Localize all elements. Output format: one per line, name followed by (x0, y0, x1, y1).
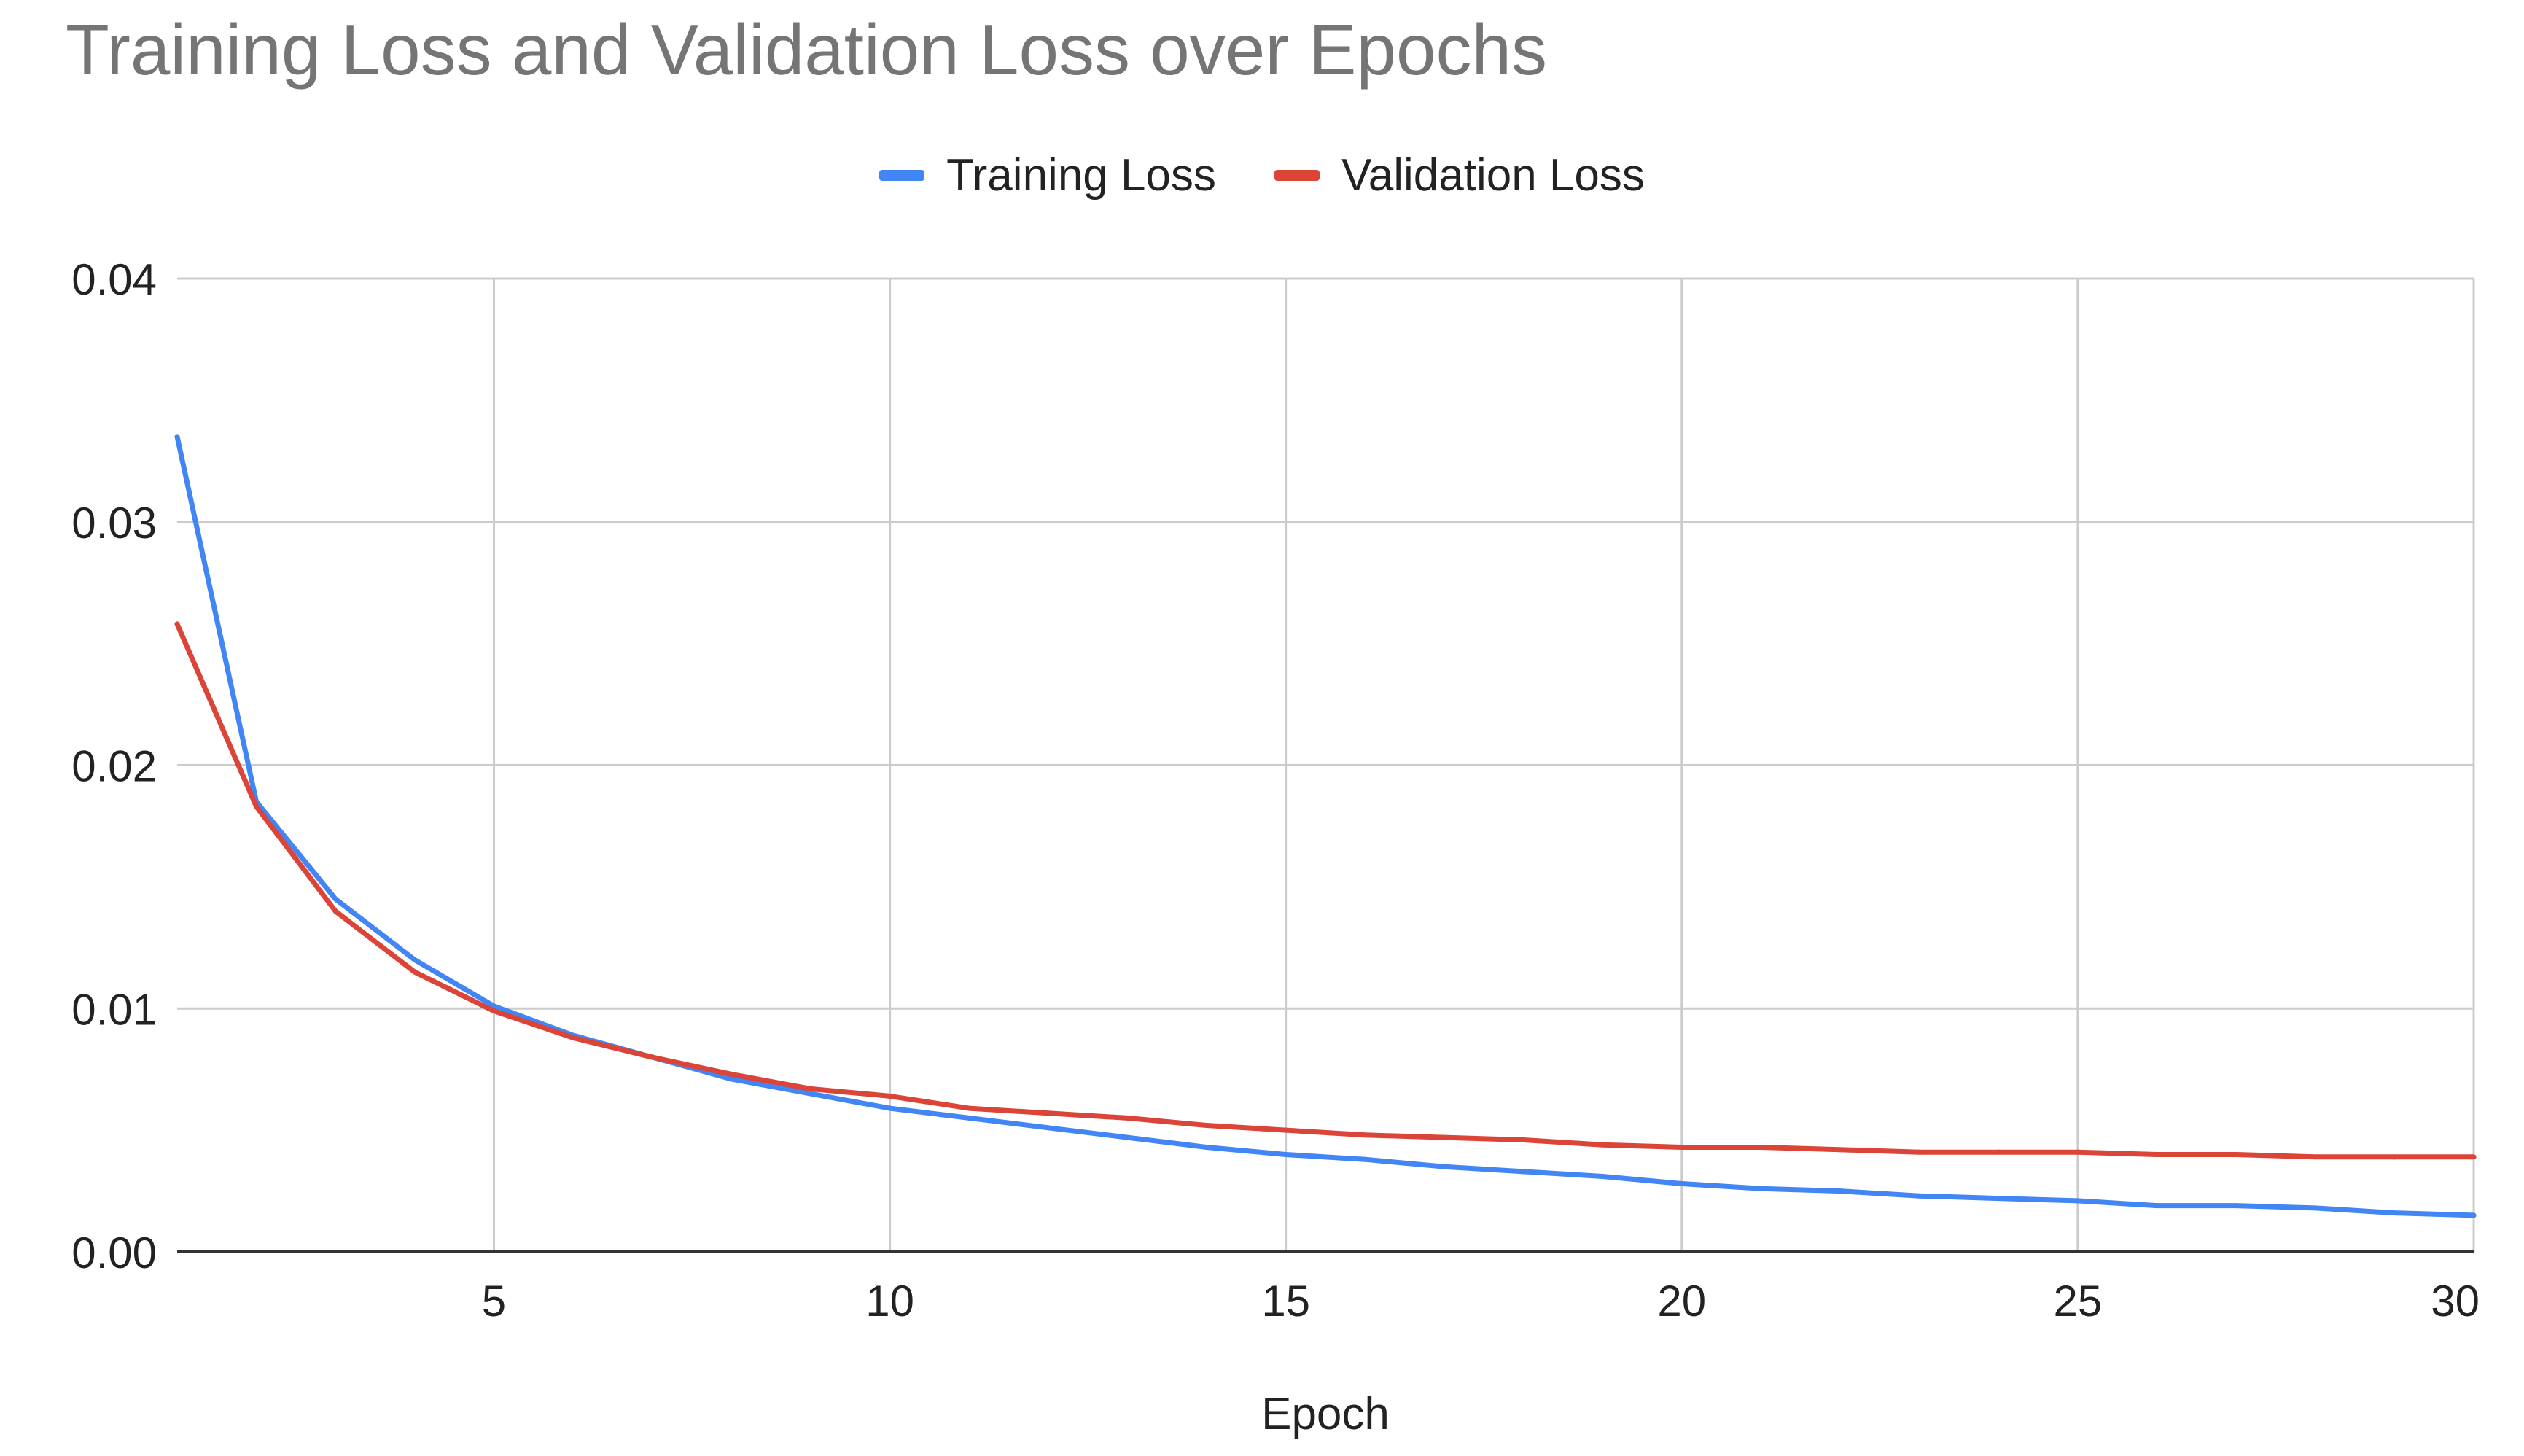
data-point-validation-loss (966, 1105, 972, 1111)
data-point-training-loss (1283, 1152, 1289, 1157)
data-point-validation-loss (1995, 1149, 2001, 1155)
data-point-training-loss (1124, 1134, 1130, 1140)
legend-item-validation-loss: Validation Loss (1274, 149, 1645, 201)
data-point-validation-loss (2233, 1152, 2239, 1157)
data-point-training-loss (1758, 1186, 1764, 1191)
x-tick-label: 15 (1261, 1277, 1310, 1325)
series (174, 434, 2477, 1218)
data-point-validation-loss (1362, 1132, 1368, 1138)
data-point-validation-loss (1045, 1110, 1051, 1116)
legend-swatch-training-loss (879, 169, 925, 181)
data-point-validation-loss (1837, 1147, 1843, 1153)
chart-title: Training Loss and Validation Loss over E… (66, 9, 1547, 90)
data-point-validation-loss (1600, 1142, 1605, 1148)
data-point-validation-loss (570, 1035, 576, 1040)
x-tick-label: 5 (482, 1277, 506, 1325)
data-point-validation-loss (254, 803, 260, 809)
x-tick-label: 20 (1657, 1277, 1706, 1325)
tick-labels: 0.00 0.01 0.02 0.03 0.04 5 10 15 20 25 30 Epoch (71, 255, 2480, 1439)
data-point-training-loss (1837, 1188, 1843, 1194)
data-point-training-loss (1917, 1193, 1923, 1199)
x-tick-label: 30 (2431, 1277, 2480, 1325)
data-point-training-loss (887, 1105, 893, 1111)
y-tick-label: 0.03 (71, 499, 157, 548)
data-point-training-loss (412, 957, 418, 962)
gridlines (177, 277, 2475, 1252)
data-point-validation-loss (1441, 1134, 1447, 1140)
data-point-training-loss (174, 434, 180, 440)
data-point-validation-loss (2075, 1149, 2081, 1155)
data-point-validation-loss (650, 1054, 655, 1060)
data-point-training-loss (491, 1003, 496, 1009)
data-point-training-loss (808, 1091, 814, 1097)
series-line-validation-loss (174, 621, 2477, 1160)
y-tick-label: 0.01 (71, 985, 157, 1034)
data-point-training-loss (1600, 1174, 1605, 1180)
y-tick-label: 0.04 (71, 255, 157, 304)
data-point-training-loss (332, 896, 338, 902)
data-point-validation-loss (412, 969, 418, 975)
data-point-validation-loss (2313, 1154, 2318, 1160)
x-tick-label: 25 (2054, 1277, 2103, 1325)
legend: Training Loss Validation Loss (0, 142, 2524, 208)
data-point-validation-loss (728, 1071, 734, 1077)
data-point-validation-loss (1283, 1127, 1289, 1133)
data-point-validation-loss (808, 1086, 814, 1091)
data-point-training-loss (1045, 1125, 1051, 1131)
x-tick-label: 10 (865, 1277, 914, 1325)
data-point-training-loss (2075, 1198, 2081, 1204)
data-point-validation-loss (887, 1093, 893, 1099)
data-point-validation-loss (1758, 1144, 1764, 1150)
y-tick-label: 0.00 (71, 1229, 157, 1277)
data-point-validation-loss (1917, 1149, 1923, 1155)
data-point-training-loss (1441, 1164, 1447, 1169)
data-point-training-loss (1521, 1169, 1527, 1175)
data-point-validation-loss (174, 621, 180, 627)
series-line-training-loss (174, 434, 2477, 1218)
data-point-validation-loss (1204, 1122, 1210, 1128)
data-point-training-loss (2391, 1210, 2397, 1216)
data-point-validation-loss (2471, 1154, 2477, 1160)
data-point-training-loss (1362, 1156, 1368, 1162)
legend-label-validation-loss: Validation Loss (1341, 149, 1645, 201)
data-point-training-loss (728, 1076, 734, 1082)
data-point-validation-loss (1521, 1137, 1527, 1142)
data-point-training-loss (1204, 1144, 1210, 1150)
legend-item-training-loss: Training Loss (879, 149, 1216, 201)
data-point-validation-loss (2391, 1154, 2397, 1160)
data-point-validation-loss (491, 1008, 496, 1014)
data-point-validation-loss (1124, 1115, 1130, 1121)
data-point-validation-loss (2154, 1152, 2160, 1157)
data-point-validation-loss (332, 908, 338, 914)
y-tick-label: 0.02 (71, 742, 157, 791)
x-axis-title: Epoch (1261, 1389, 1390, 1439)
data-point-training-loss (2471, 1212, 2477, 1218)
data-point-training-loss (1679, 1181, 1685, 1187)
data-point-training-loss (2233, 1203, 2239, 1209)
data-point-training-loss (2154, 1203, 2160, 1209)
data-point-training-loss (2313, 1205, 2318, 1211)
data-point-training-loss (1995, 1196, 2001, 1202)
legend-swatch-validation-loss (1274, 169, 1320, 181)
legend-label-training-loss: Training Loss (946, 149, 1216, 201)
data-point-training-loss (966, 1115, 972, 1121)
data-point-validation-loss (1679, 1144, 1685, 1150)
